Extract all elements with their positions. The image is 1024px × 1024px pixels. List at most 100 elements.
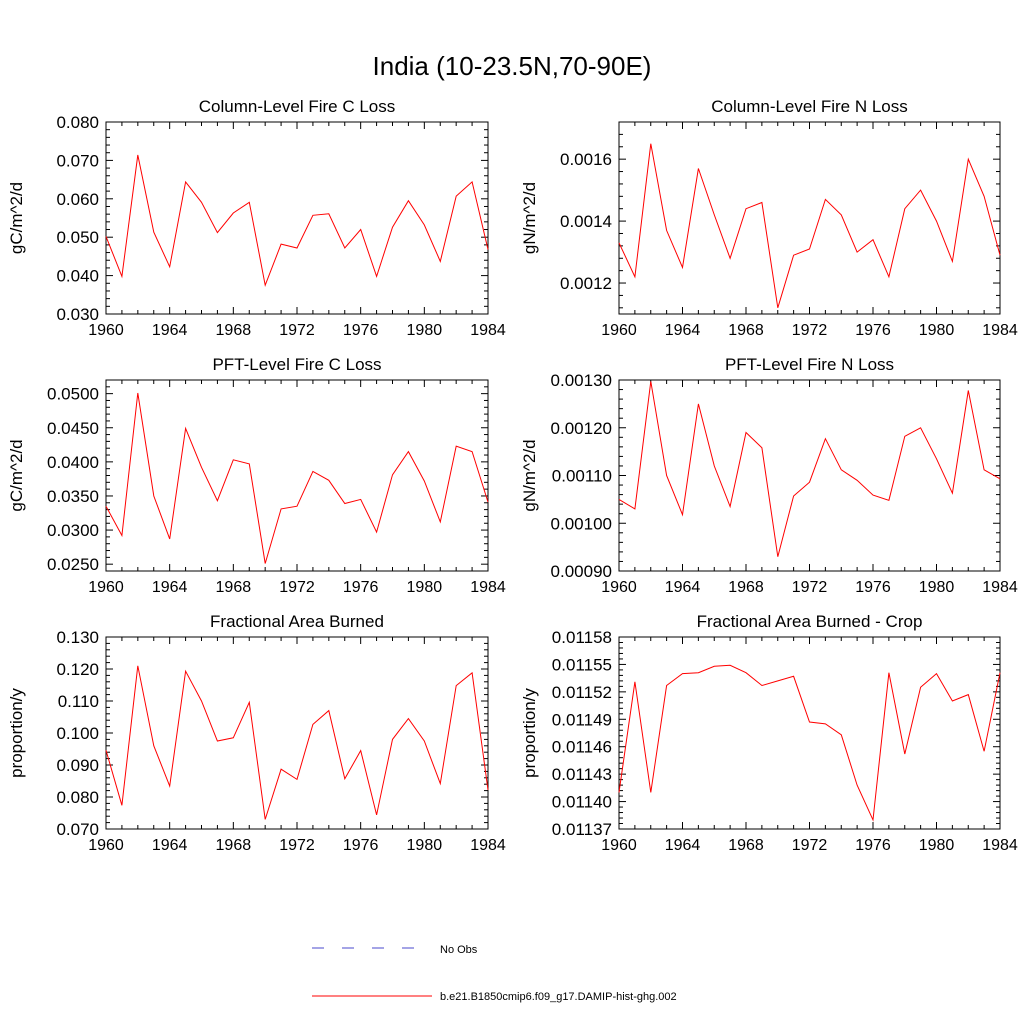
x-tick-label: 1980 — [407, 579, 443, 596]
legend-label-no-obs: No Obs — [440, 944, 478, 956]
x-tick-label: 1976 — [343, 322, 379, 339]
y-tick-label: 0.01143 — [552, 765, 612, 784]
series-line — [618, 381, 1001, 557]
plot-frame — [618, 121, 1001, 315]
y-tick-label: 0.070 — [56, 820, 99, 839]
series-line — [105, 665, 489, 820]
y-tick-label: 0.00110 — [552, 467, 612, 486]
series-line — [105, 392, 489, 564]
y-tick-label: 0.00130 — [551, 371, 612, 390]
x-tick-label: 1972 — [792, 837, 828, 854]
y-tick-label: 0.080 — [56, 788, 99, 807]
panel-title: Column-Level Fire C Loss — [199, 97, 396, 116]
y-tick-label: 0.01158 — [552, 628, 612, 647]
x-tick-label: 1984 — [470, 837, 506, 854]
x-tick-label: 1980 — [919, 579, 955, 596]
x-tick-label: 1980 — [919, 837, 955, 854]
y-tick-label: 0.01146 — [552, 738, 612, 757]
y-tick-label: 0.01152 — [552, 683, 612, 702]
x-tick-label: 1960 — [88, 579, 124, 596]
y-tick-label: 0.0016 — [560, 150, 612, 169]
plot-frame — [105, 636, 489, 830]
panel-title: Column-Level Fire N Loss — [711, 97, 908, 116]
y-tick-label: 0.120 — [56, 660, 99, 679]
plot-frame — [618, 379, 1001, 572]
x-tick-label: 1964 — [665, 579, 701, 596]
x-tick-label: 1960 — [601, 837, 637, 854]
x-tick-label: 1972 — [279, 322, 315, 339]
x-tick-label: 1980 — [407, 322, 443, 339]
y-tick-label: 0.0350 — [47, 487, 99, 506]
x-tick-label: 1984 — [982, 837, 1018, 854]
legend-label-model: b.e21.B1850cmip6.f09_g17.DAMIP-hist-ghg.… — [440, 991, 677, 1003]
y-tick-label: 0.0400 — [47, 453, 99, 472]
x-tick-label: 1964 — [152, 322, 188, 339]
x-tick-label: 1968 — [728, 322, 764, 339]
plot-frame — [618, 636, 1001, 830]
y-tick-label: 0.0300 — [47, 521, 99, 540]
y-tick-label: 0.040 — [56, 267, 99, 286]
y-tick-label: 0.00100 — [551, 514, 612, 533]
y-tick-label: 0.0450 — [47, 419, 99, 438]
chart-panel-4: PFT-Level Fire N Loss gN/m^2/d 1960 1964 196… — [520, 355, 1018, 596]
panel-title: Fractional Area Burned - Crop — [697, 612, 923, 631]
x-tick-label: 1980 — [407, 837, 443, 854]
y-axis-label: proportion/y — [7, 688, 26, 778]
x-tick-label: 1960 — [601, 579, 637, 596]
y-tick-label: 0.0250 — [47, 555, 99, 574]
y-tick-label: 0.0012 — [560, 274, 612, 293]
y-tick-label: 0.01155 — [552, 655, 612, 674]
x-tick-label: 1964 — [152, 579, 188, 596]
y-tick-label: 0.110 — [58, 692, 99, 711]
y-tick-label: 0.00120 — [551, 419, 612, 438]
legend: No Obs b.e21.B1850cmip6.f09_g17.DAMIP-hi… — [312, 944, 677, 1003]
series-line — [618, 664, 1001, 822]
chart-panel-3: PFT-Level Fire C Loss gC/m^2/d 1960 1964 196… — [7, 355, 506, 596]
x-tick-label: 1976 — [855, 579, 891, 596]
x-tick-label: 1964 — [665, 322, 701, 339]
y-tick-label: 0.130 — [56, 628, 99, 647]
x-tick-label: 1968 — [728, 837, 764, 854]
y-tick-label: 0.01137 — [552, 820, 612, 839]
y-axis-label: gN/m^2/d — [520, 182, 539, 254]
x-tick-label: 1968 — [216, 837, 252, 854]
panel-title: PFT-Level Fire N Loss — [725, 355, 894, 374]
x-tick-label: 1984 — [982, 579, 1018, 596]
x-tick-label: 1972 — [279, 579, 315, 596]
y-axis-label: proportion/y — [520, 688, 539, 778]
x-tick-label: 1968 — [216, 579, 252, 596]
x-tick-label: 1960 — [88, 322, 124, 339]
y-tick-label: 0.0014 — [560, 212, 612, 231]
plot-frame — [105, 121, 489, 315]
y-tick-label: 0.080 — [56, 113, 99, 132]
panel-title: Fractional Area Burned — [210, 612, 384, 631]
y-tick-label: 0.070 — [56, 151, 99, 170]
x-tick-label: 1984 — [470, 322, 506, 339]
chart-panel-1: Column-Level Fire C Loss gC/m^2/d 1960 1964… — [7, 97, 506, 339]
y-tick-label: 0.100 — [56, 724, 99, 743]
series-line — [618, 143, 1001, 308]
y-tick-label: 0.00090 — [551, 562, 612, 581]
x-tick-label: 1972 — [792, 579, 828, 596]
series-line — [105, 154, 489, 288]
x-tick-label: 1960 — [601, 322, 637, 339]
x-tick-label: 1976 — [343, 837, 379, 854]
panel-title: PFT-Level Fire C Loss — [212, 355, 381, 374]
x-tick-label: 1968 — [728, 579, 764, 596]
y-axis-label: gN/m^2/d — [520, 439, 539, 511]
figure-title: India (10-23.5N,70-90E) — [373, 51, 652, 81]
y-axis-label: gC/m^2/d — [7, 439, 26, 511]
y-tick-label: 0.060 — [56, 190, 99, 209]
chart-panel-2: Column-Level Fire N Loss gN/m^2/d 1960 1964… — [520, 97, 1018, 339]
x-tick-label: 1964 — [665, 837, 701, 854]
y-tick-label: 0.030 — [56, 305, 99, 324]
x-tick-label: 1968 — [216, 322, 252, 339]
x-tick-label: 1972 — [792, 322, 828, 339]
plot-frame — [105, 379, 489, 572]
x-tick-label: 1960 — [88, 837, 124, 854]
x-tick-label: 1980 — [919, 322, 955, 339]
y-tick-label: 0.01140 — [552, 793, 612, 812]
y-tick-label: 0.01149 — [552, 710, 612, 729]
chart-panel-6: Fractional Area Burned - Crop proportion/… — [520, 612, 1018, 854]
